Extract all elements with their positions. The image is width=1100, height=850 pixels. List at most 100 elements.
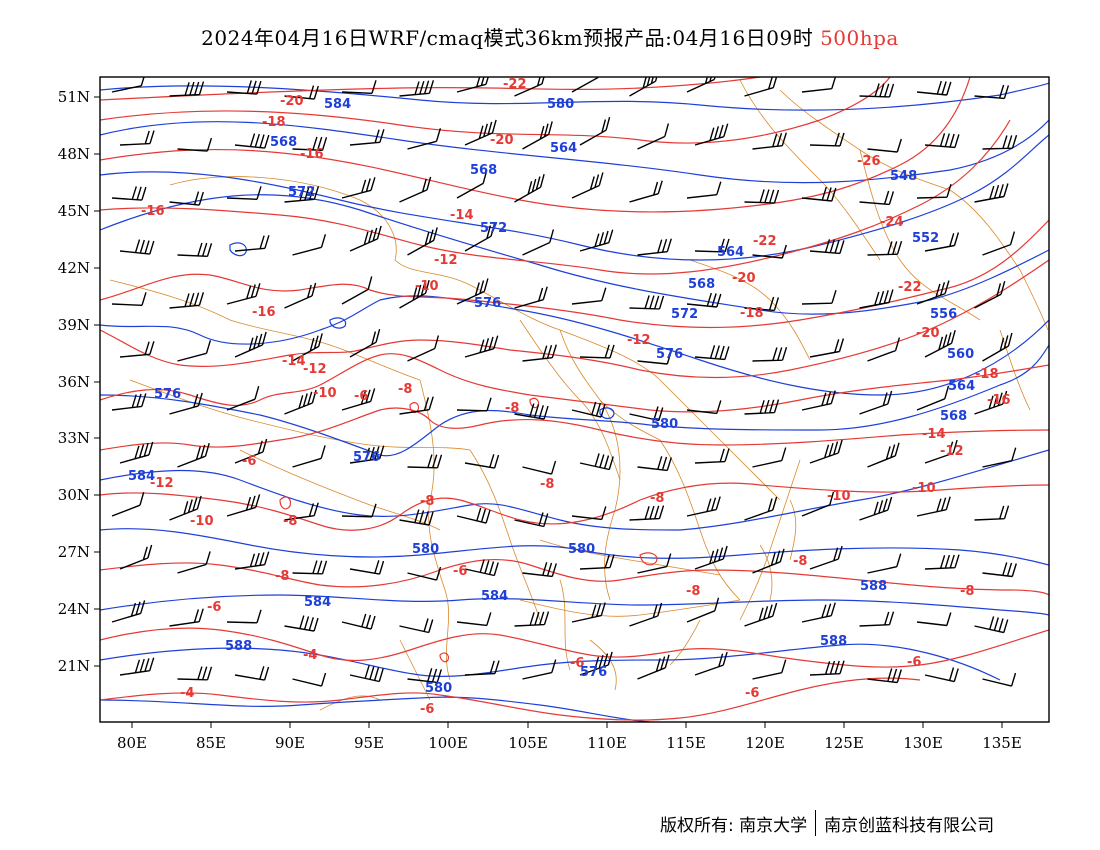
wind-barb [284, 85, 319, 100]
wind-barbs [111, 77, 1018, 687]
height-label: 576 [656, 347, 683, 362]
wind-barb [801, 602, 836, 623]
wind-barb [579, 229, 614, 252]
isotherm-label: -22 [503, 77, 527, 92]
wind-barb [292, 234, 327, 256]
wind-barb [694, 545, 728, 570]
isotherm-label: -8 [275, 569, 289, 584]
wind-barb [974, 616, 1009, 634]
height-label: 580 [568, 542, 595, 557]
wind-barb [801, 289, 837, 305]
y-tick-label: 27N [58, 543, 90, 561]
wind-barb [119, 239, 155, 255]
wind-barb [464, 223, 496, 252]
wind-barb [522, 562, 557, 578]
wind-barb [859, 496, 893, 521]
wind-barb [119, 544, 153, 570]
wind-barb [744, 77, 778, 97]
wind-barb [399, 176, 432, 203]
wind-barb [169, 495, 202, 521]
y-tick-label: 42N [58, 259, 90, 277]
wind-barb [169, 191, 204, 206]
wind-barb [284, 186, 320, 203]
company-text: 南京创蓝科技有限公司 [824, 815, 995, 836]
wind-barb [637, 553, 672, 574]
isotherm-label: -8 [398, 382, 412, 397]
wind-barb [111, 77, 145, 93]
wind-barb [464, 454, 500, 469]
isotherm-label: -8 [283, 514, 297, 529]
y-ticks [94, 96, 100, 667]
isotherm-label: -16 [252, 305, 276, 320]
isotherm-label: -12 [627, 333, 651, 348]
height-label: 576 [353, 450, 380, 465]
y-tick-label: 36N [58, 373, 90, 391]
wind-barb [686, 181, 722, 199]
isotherm-label: -26 [857, 154, 881, 169]
height-label: 564 [550, 141, 577, 156]
isotherm-label: -12 [940, 444, 964, 459]
y-tick-labels: 51N 48N 45N 42N 39N 36N 33N 30N 27N 24N … [58, 88, 90, 675]
wind-barb [916, 183, 952, 199]
wind-barb [637, 350, 672, 365]
height-label: 584 [481, 589, 508, 604]
wind-barb [399, 280, 430, 309]
wind-barb [924, 330, 956, 358]
height-label: 556 [930, 307, 957, 322]
isotherm-label: -8 [420, 494, 434, 509]
wind-barb [341, 388, 376, 411]
isotherm-label: -14 [922, 427, 946, 442]
x-tick-label: 120E [745, 734, 785, 752]
wind-barb [579, 344, 615, 359]
isotherm-label-layer: -22 -20 -18 -16 -20 -16 -14 -12 -10 -8 -… [141, 77, 1011, 717]
isotherm-label: -6 [453, 564, 467, 579]
wind-barb [399, 509, 434, 526]
wind-barb [752, 447, 787, 468]
wind-barb [686, 77, 716, 93]
wind-barb [801, 390, 836, 411]
y-tick-label: 48N [58, 145, 90, 163]
x-tick-label: 130E [903, 734, 943, 752]
wind-barb [464, 660, 500, 676]
wind-barb [859, 190, 895, 206]
height-label: 580 [547, 97, 574, 112]
isotherm-label: -10 [313, 386, 337, 401]
wind-barb [916, 385, 950, 411]
wind-barb [744, 496, 778, 521]
wind-barb [284, 389, 317, 415]
wind-barb [522, 659, 557, 680]
wind-barb [522, 121, 553, 150]
wind-barb [522, 460, 557, 475]
wind-barb [629, 602, 663, 627]
wind-barb [177, 242, 213, 257]
wind-barb [292, 672, 327, 687]
wind-barb [744, 399, 780, 415]
x-tick-label: 115E [666, 734, 706, 752]
x-tick-label: 90E [275, 734, 305, 752]
height-label: 568 [470, 163, 497, 178]
x-tick-label: 125E [824, 734, 864, 752]
wind-barb [226, 80, 262, 95]
wind-barb [234, 666, 270, 681]
wind-barb [284, 502, 319, 521]
wind-barb [744, 602, 778, 627]
wind-barb [752, 548, 785, 574]
wind-barb [744, 296, 780, 312]
wind-barb [522, 344, 557, 362]
wind-barb [234, 235, 270, 252]
wind-barb [407, 566, 442, 581]
wind-barb [579, 651, 613, 676]
isotherm-label: -18 [975, 367, 999, 382]
wind-barb [809, 660, 845, 676]
wind-barb [867, 668, 902, 684]
isotherm-label: -6 [242, 454, 256, 469]
isotherm-label: -6 [354, 389, 368, 404]
height-label: 588 [860, 579, 887, 594]
wind-barb [867, 553, 902, 574]
wind-barb [234, 438, 268, 464]
wind-barb [464, 335, 499, 358]
isotherm-label: -8 [960, 584, 974, 599]
wind-barb [119, 341, 155, 358]
wind-barb [924, 667, 959, 683]
wind-barb [809, 239, 845, 255]
